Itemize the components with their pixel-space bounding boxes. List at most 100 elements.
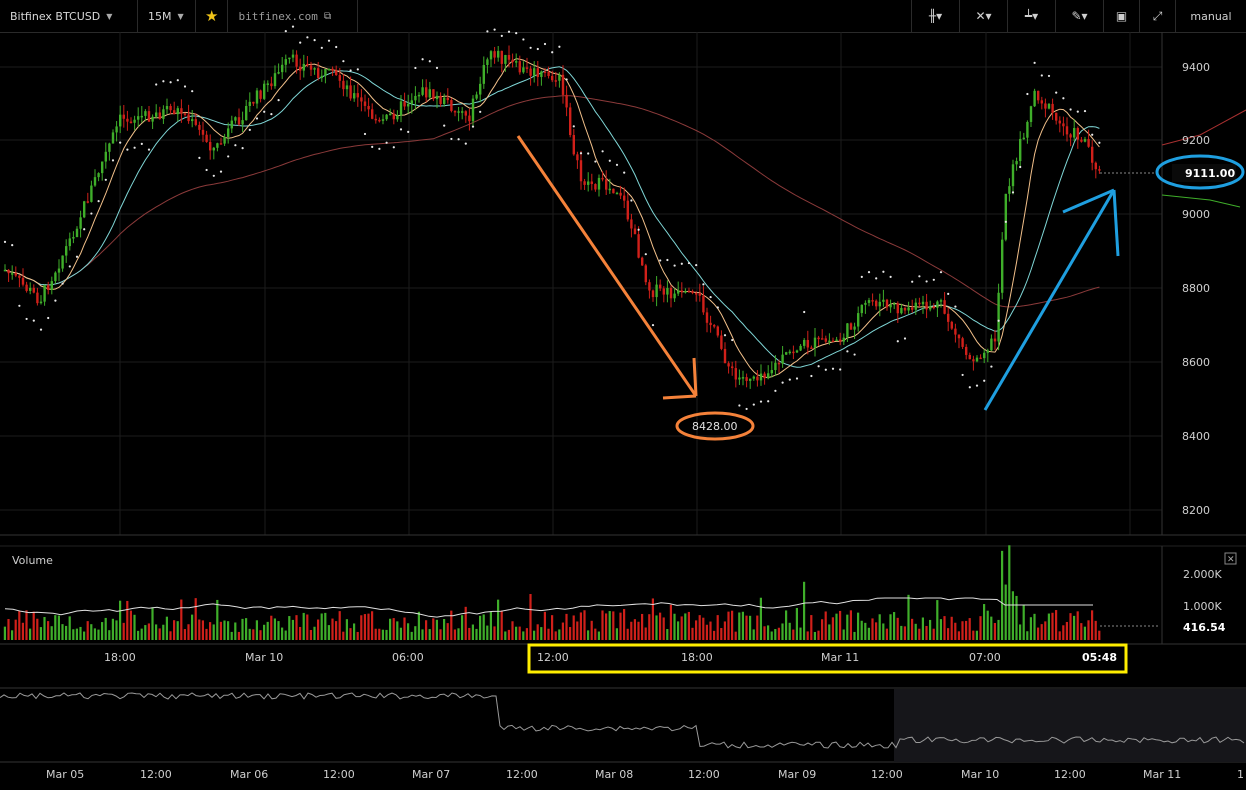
candle-body [36,292,39,304]
volume-bar [785,610,788,640]
ma-long-line [4,95,1100,308]
candle-body [939,300,943,302]
volume-bar [137,630,140,640]
candle-body [29,287,32,291]
candle-body [327,68,331,71]
sar-dot [32,319,35,322]
volume-bar [111,618,114,640]
low-price-label: 8428.00 [692,420,738,433]
sar-dot [659,259,662,262]
navigator-selection[interactable] [894,689,1246,762]
candles-icon[interactable]: ╫▾ [912,0,960,32]
volume-bar [18,610,21,640]
indicators-icon[interactable]: ┷▾ [1008,0,1056,32]
candle-body [83,201,86,218]
price-tick-label: 8200 [1182,504,1210,517]
time-label: Mar 10 [245,651,283,664]
sar-dot [1047,74,1051,78]
volume-pane-title: Volume [12,554,53,567]
candle-body [759,373,763,381]
candle-body [119,114,122,127]
volume-bar [407,623,410,640]
close-pane-button[interactable] [1224,552,1237,565]
volume-bar [180,599,183,640]
candle-body [1047,103,1051,109]
favorite-star-icon[interactable]: ★ [196,0,229,32]
sar-dot [918,275,921,278]
fullscreen-icon[interactable]: ⤢ [1140,0,1176,32]
parabolic-sar-dots [3,25,1101,411]
sar-dot [795,377,799,380]
draw-icon[interactable]: ✎▾ [1056,0,1104,32]
candle-body [137,116,140,120]
volume-bar [421,629,424,640]
external-link-icon: ⧉ [323,10,332,22]
volume-tick-label: 2.000K [1183,568,1222,581]
candle-body [957,334,961,339]
candle-body [1073,128,1076,138]
candle-body [637,234,640,258]
candle-body [248,101,251,107]
candle-body [115,126,118,133]
candle-body [151,116,154,122]
scale-mode-label: manual [1190,9,1232,23]
volume-bar [666,629,669,640]
volume-bar [669,604,672,640]
candle-body [947,313,950,322]
last-price-tag [1172,164,1236,182]
candle-body [576,154,579,161]
candle-body [1008,186,1011,194]
candle-body [288,57,291,60]
volume-bar [716,615,719,640]
sar-dot [975,384,979,387]
candle-body [590,181,593,185]
volume-bar [65,625,68,640]
volume-bar [896,617,899,640]
candle-body [90,185,93,202]
volume-bar [209,622,212,640]
sar-dot [889,275,892,278]
volume-bar [371,611,374,640]
volume-bar [1083,626,1086,640]
volume-bar [806,631,809,640]
candle-body [425,87,428,98]
candle-body [684,291,687,293]
candle-body [212,147,215,151]
volume-bar [83,631,86,640]
candle-body [209,141,212,151]
interval-selector[interactable]: 15M ▼ [138,0,196,32]
sar-dot [983,379,986,382]
chart-toolbar: Bitfinex BTCUSD ▼ 15M ▼ ★ bitfinex.com ⧉… [0,0,1246,33]
candle-body [687,291,691,293]
volume-bar [882,623,885,640]
scale-mode-button[interactable]: manual [1176,0,1246,32]
candle-body [482,65,485,84]
low-price-circle [675,411,755,441]
volume-bar [637,621,640,640]
candle-body [655,284,658,298]
sar-dot [961,373,964,377]
sar-dot [277,99,280,102]
sar-dot [428,60,431,63]
sar-dot [601,150,604,153]
volume-bar [543,611,546,640]
symbol-selector[interactable]: Bitfinex BTCUSD ▼ [0,0,138,32]
price-axis: 9400 9200 9000 8800 8600 8400 8200 [1182,61,1210,517]
sar-dot [169,81,172,84]
candle-body [583,181,586,185]
candle-body [831,340,835,343]
volume-bar [205,628,208,640]
volume-bar [965,620,968,640]
screenshot-icon[interactable]: ▣ [1104,0,1140,32]
sar-dot [140,142,143,146]
candle-body [565,94,568,108]
site-link[interactable]: bitfinex.com ⧉ [228,0,359,32]
candle-body [489,51,493,60]
volume-bar [1022,604,1025,640]
candle-body [263,83,266,99]
compare-icon[interactable]: ✕▾ [960,0,1008,32]
volume-bar [90,624,93,640]
volume-bar [929,619,932,640]
volume-bar [295,615,298,640]
